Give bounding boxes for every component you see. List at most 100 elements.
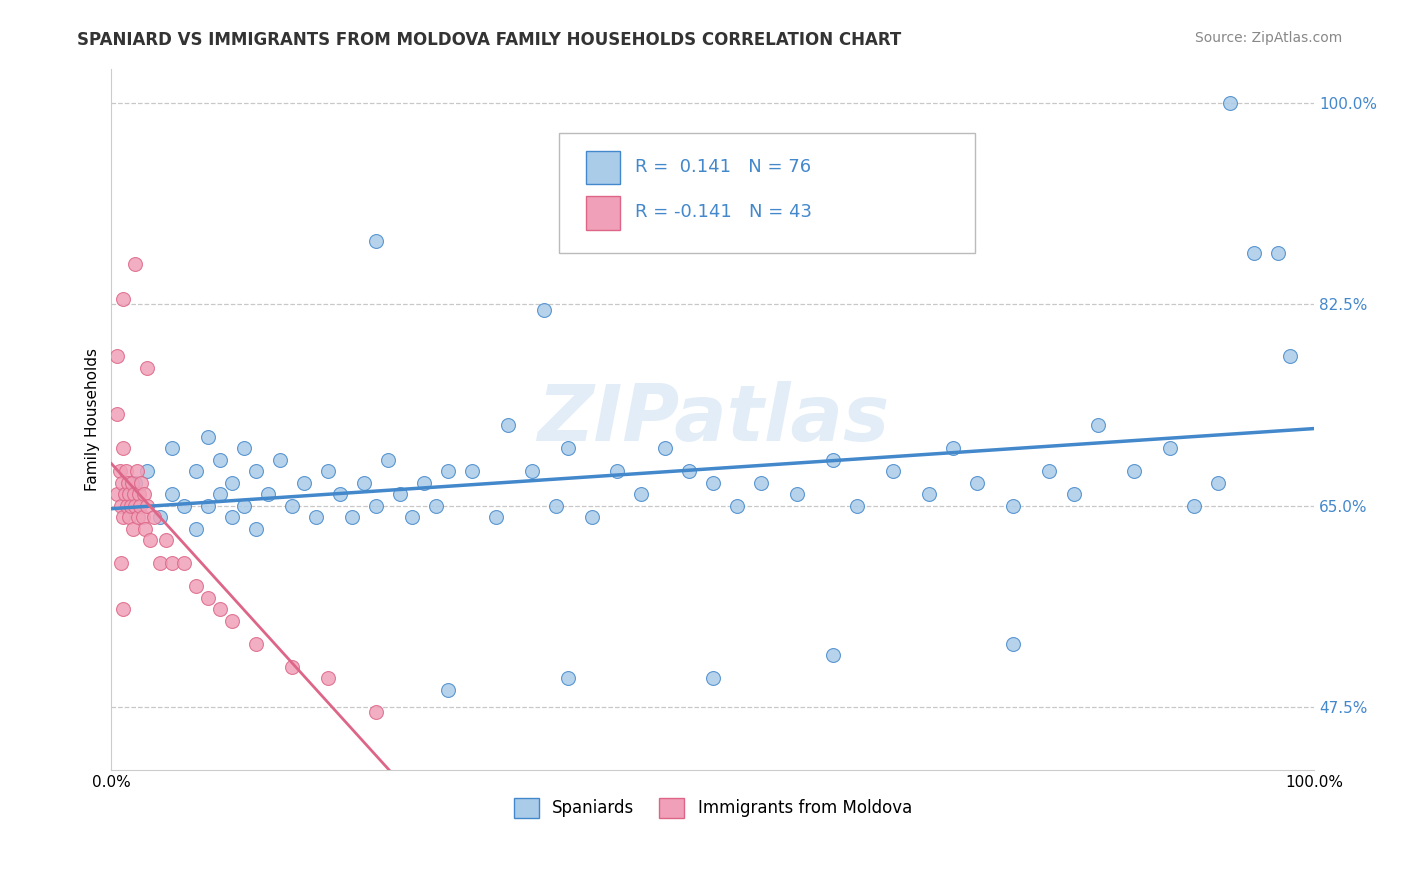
Point [786,487,808,501]
Point [437,464,460,478]
Point [232,441,254,455]
Point [112,602,135,616]
Point [221,614,243,628]
Point [124,475,146,490]
Point [132,487,155,501]
Point [281,659,304,673]
Point [125,464,148,478]
Point [498,417,520,432]
Point [160,487,183,501]
Point [1219,95,1241,110]
Point [139,533,162,547]
Point [678,464,700,478]
Point [340,510,363,524]
Point [316,464,339,478]
Point [122,487,145,501]
Point [136,499,159,513]
Point [127,510,149,524]
Text: SPANIARD VS IMMIGRANTS FROM MOLDOVA FAMILY HOUSEHOLDS CORRELATION CHART: SPANIARD VS IMMIGRANTS FROM MOLDOVA FAMI… [77,31,901,49]
Point [197,499,219,513]
Point [316,671,339,685]
Bar [586,151,620,185]
Point [221,510,243,524]
Point [821,452,844,467]
Point [107,487,129,501]
Point [1267,245,1289,260]
Point [702,475,724,490]
Point [654,441,676,455]
Point [148,510,170,524]
Text: Source: ZipAtlas.com: Source: ZipAtlas.com [1195,31,1343,45]
Point [131,475,153,490]
Point [108,464,131,478]
Point [142,510,165,524]
Point [1122,464,1144,478]
Point [232,499,254,513]
Point [160,556,183,570]
Point [1182,499,1205,513]
Point [184,521,207,535]
Point [148,556,170,570]
Point [107,407,129,421]
Point [461,464,484,478]
Point [245,636,267,650]
Point [364,234,387,248]
Point [184,579,207,593]
Point [281,499,304,513]
Bar [586,196,620,230]
Point [1002,499,1025,513]
Point [1087,417,1109,432]
Point [118,510,141,524]
Point [112,510,135,524]
Point [630,487,652,501]
Point [292,475,315,490]
Point [1002,636,1025,650]
Point [114,487,136,501]
Point [846,499,869,513]
Point [942,441,965,455]
Point [117,475,139,490]
Point [121,475,143,490]
Point [557,671,579,685]
Point [389,487,412,501]
Point [581,510,603,524]
Point [197,591,219,605]
Point [1063,487,1085,501]
Point [557,441,579,455]
Point [197,429,219,443]
Point [425,499,447,513]
Point [115,499,138,513]
Point [485,510,508,524]
FancyBboxPatch shape [558,133,974,253]
Point [129,499,152,513]
Y-axis label: Family Households: Family Households [86,348,100,491]
Point [821,648,844,662]
Point [110,499,132,513]
Point [882,464,904,478]
Point [124,499,146,513]
Point [533,303,555,318]
Point [136,360,159,375]
Point [124,257,146,271]
Point [131,510,153,524]
Point [702,671,724,685]
Point [136,464,159,478]
Text: ZIPatlas: ZIPatlas [537,381,889,458]
Point [437,682,460,697]
Point [128,487,150,501]
Point [112,441,135,455]
Point [401,510,423,524]
Point [155,533,177,547]
Point [377,452,399,467]
Point [522,464,544,478]
Point [1243,245,1265,260]
Point [364,499,387,513]
Point [256,487,278,501]
Point [208,602,231,616]
Point [413,475,436,490]
Point [118,487,141,501]
Point [184,464,207,478]
Point [134,521,156,535]
Point [245,464,267,478]
Point [1038,464,1060,478]
